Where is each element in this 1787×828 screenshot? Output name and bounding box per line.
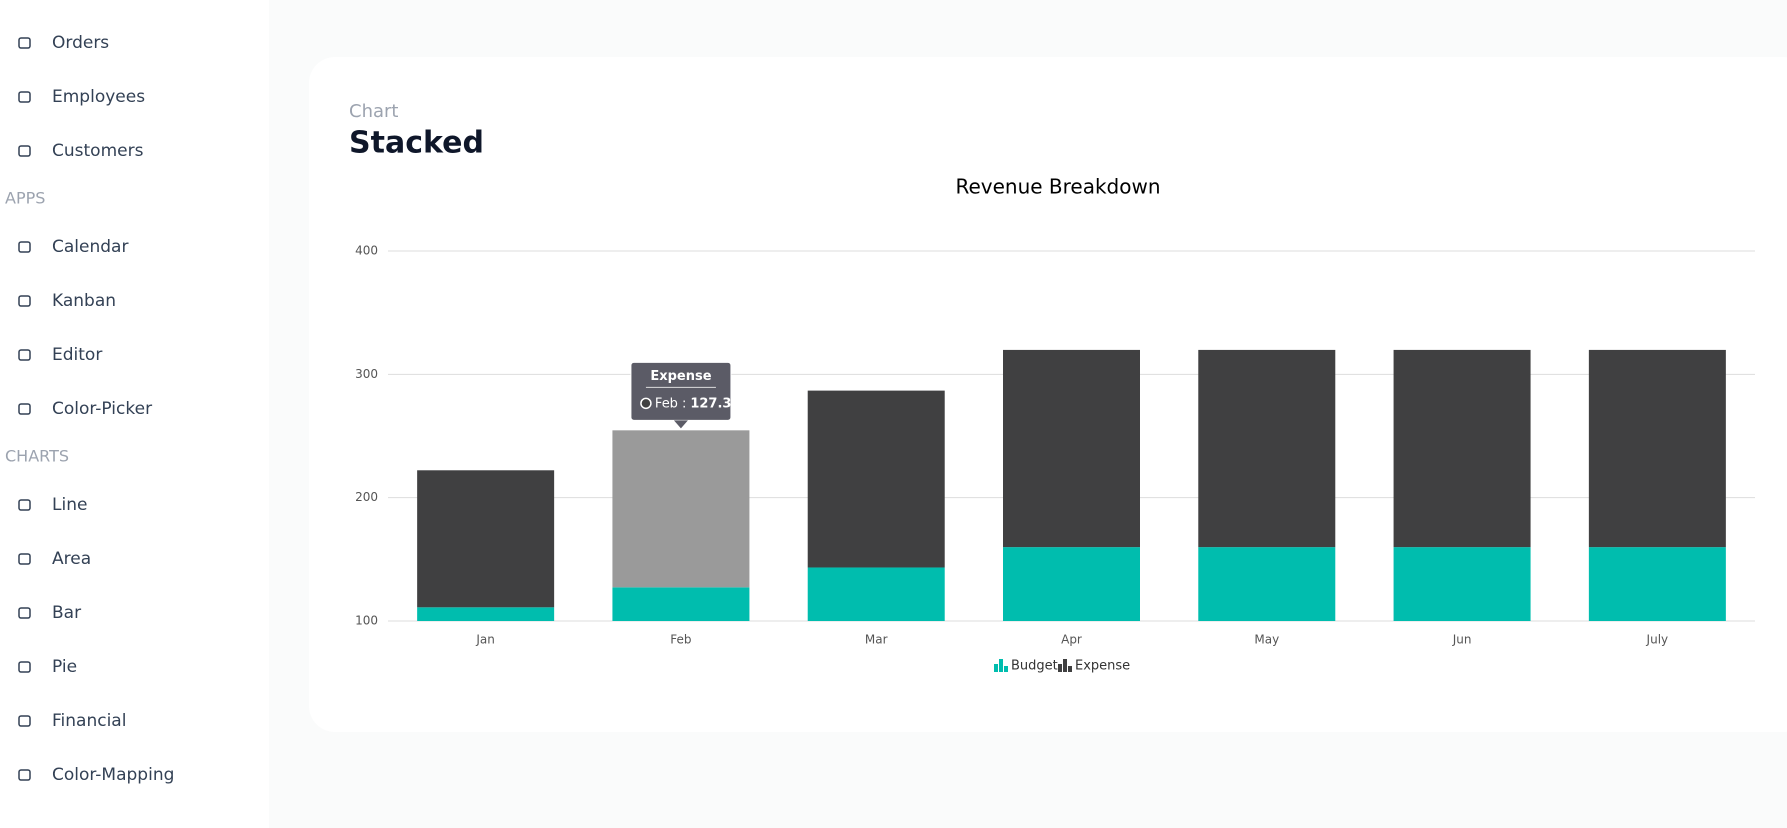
sidebar-item[interactable]: Financial bbox=[18, 711, 126, 731]
sidebar-item-label[interactable]: Color-Picker bbox=[52, 399, 152, 419]
tooltip-text: Feb:127.3 bbox=[655, 396, 732, 411]
sidebar-item[interactable]: Bar bbox=[18, 603, 81, 623]
x-tick-label: May bbox=[1254, 633, 1279, 647]
sidebar-item[interactable]: Editor bbox=[18, 345, 102, 365]
legend-icon bbox=[1004, 666, 1008, 672]
sidebar-item-label[interactable]: Area bbox=[52, 549, 91, 569]
sidebar-item[interactable]: Customers bbox=[18, 141, 144, 161]
sidebar-item[interactable]: Line bbox=[18, 495, 87, 515]
sidebar-item-label[interactable]: Kanban bbox=[52, 291, 116, 311]
sidebar bbox=[0, 0, 269, 828]
sidebar-icon bbox=[18, 661, 31, 673]
sidebar-icon bbox=[18, 715, 31, 727]
bar-segment bbox=[807, 567, 945, 621]
bar-segment bbox=[1003, 349, 1140, 548]
sidebar-item-label[interactable]: Financial bbox=[52, 711, 126, 731]
legend-icon bbox=[994, 664, 998, 672]
sidebar-icon bbox=[18, 607, 31, 619]
sidebar-item[interactable]: Color-Mapping bbox=[18, 765, 174, 785]
bar-segment bbox=[1393, 547, 1531, 621]
legend-icon bbox=[1058, 664, 1062, 672]
x-tick-label: Jun bbox=[1452, 633, 1472, 647]
sidebar-icon bbox=[18, 295, 31, 307]
sidebar-section: CHARTS bbox=[5, 447, 69, 466]
sidebar-icon bbox=[18, 499, 31, 511]
legend-icon bbox=[1068, 666, 1072, 672]
tooltip-value: 127.3 bbox=[690, 396, 731, 411]
sidebar-item-label[interactable]: Pie bbox=[52, 657, 77, 677]
page-category: Chart bbox=[349, 101, 398, 122]
sidebar-item-label[interactable]: Employees bbox=[52, 87, 145, 107]
sidebar-icon bbox=[18, 349, 31, 361]
x-tick-label: Jan bbox=[475, 633, 495, 647]
legend-label[interactable]: Budget bbox=[1011, 659, 1058, 674]
y-tick-label: 300 bbox=[355, 367, 378, 381]
sidebar-item[interactable]: Area bbox=[18, 549, 91, 569]
legend: Budget Expense bbox=[994, 659, 1130, 674]
y-tick-label: 100 bbox=[355, 614, 378, 628]
sidebar-section: APPS bbox=[5, 189, 45, 208]
sidebar-item[interactable]: Orders bbox=[18, 33, 109, 53]
bar-segment bbox=[1003, 547, 1140, 621]
bar-segment bbox=[1588, 547, 1726, 621]
sidebar-item[interactable]: Color-Picker bbox=[18, 399, 152, 419]
sidebar-item-label[interactable]: Calendar bbox=[52, 237, 128, 257]
sidebar-item-label[interactable]: Bar bbox=[52, 603, 81, 623]
legend-icon bbox=[999, 659, 1003, 672]
bar-segment bbox=[612, 587, 750, 621]
legend-icon bbox=[1063, 659, 1067, 672]
sidebar-item-label[interactable]: Customers bbox=[52, 141, 144, 161]
sidebar-item[interactable]: Calendar bbox=[18, 237, 128, 257]
x-tick-label: Mar bbox=[865, 633, 888, 647]
y-tick-label: 400 bbox=[355, 244, 378, 258]
legend-item[interactable]: Expense bbox=[1058, 659, 1130, 674]
legend-label[interactable]: Expense bbox=[1075, 659, 1130, 674]
sidebar-item-label[interactable]: Editor bbox=[52, 345, 102, 365]
sidebar-item[interactable]: Employees bbox=[18, 87, 145, 107]
x-tick-label: Feb bbox=[670, 633, 691, 647]
tooltip-marker bbox=[640, 397, 652, 410]
bar-segment bbox=[807, 390, 945, 568]
sidebar-icon bbox=[18, 769, 31, 781]
chart-title: Revenue Breakdown bbox=[955, 175, 1160, 199]
sidebar-item[interactable]: Kanban bbox=[18, 291, 116, 311]
legend-item[interactable]: Budget bbox=[994, 659, 1058, 674]
sidebar-icon bbox=[18, 241, 31, 253]
sidebar-icon bbox=[18, 91, 31, 103]
tooltip-category: Feb bbox=[655, 396, 678, 411]
sidebar-item-label[interactable]: Color-Mapping bbox=[52, 765, 174, 785]
bar-segment bbox=[612, 430, 750, 588]
bar-segment bbox=[1588, 349, 1726, 548]
tooltip: Expense Feb:127.3 bbox=[630, 361, 732, 429]
page-title: Stacked bbox=[349, 126, 484, 161]
sidebar-section: PAGES bbox=[5, 0, 57, 4]
x-tick-label: July bbox=[1646, 633, 1669, 647]
sidebar-item-label[interactable]: Line bbox=[52, 495, 87, 515]
tooltip-arrow bbox=[673, 420, 688, 429]
sidebar-icon bbox=[18, 403, 31, 415]
bar-segment bbox=[417, 607, 555, 621]
bar-segment bbox=[417, 470, 555, 608]
sidebar-icon bbox=[18, 145, 31, 157]
y-tick-label: 200 bbox=[355, 490, 378, 504]
bar-segment bbox=[1198, 349, 1336, 548]
bar-segment bbox=[1393, 349, 1531, 548]
x-tick-label: Apr bbox=[1061, 633, 1082, 647]
sidebar-item-label[interactable]: Orders bbox=[52, 33, 109, 53]
tooltip-separator: : bbox=[682, 396, 686, 411]
sidebar-icon bbox=[18, 553, 31, 565]
plot-area bbox=[417, 349, 1726, 621]
sidebar-item[interactable]: Pie bbox=[18, 657, 77, 677]
sidebar-icon bbox=[18, 37, 31, 49]
bar-segment bbox=[1198, 547, 1336, 621]
tooltip-title: Expense bbox=[650, 369, 711, 384]
